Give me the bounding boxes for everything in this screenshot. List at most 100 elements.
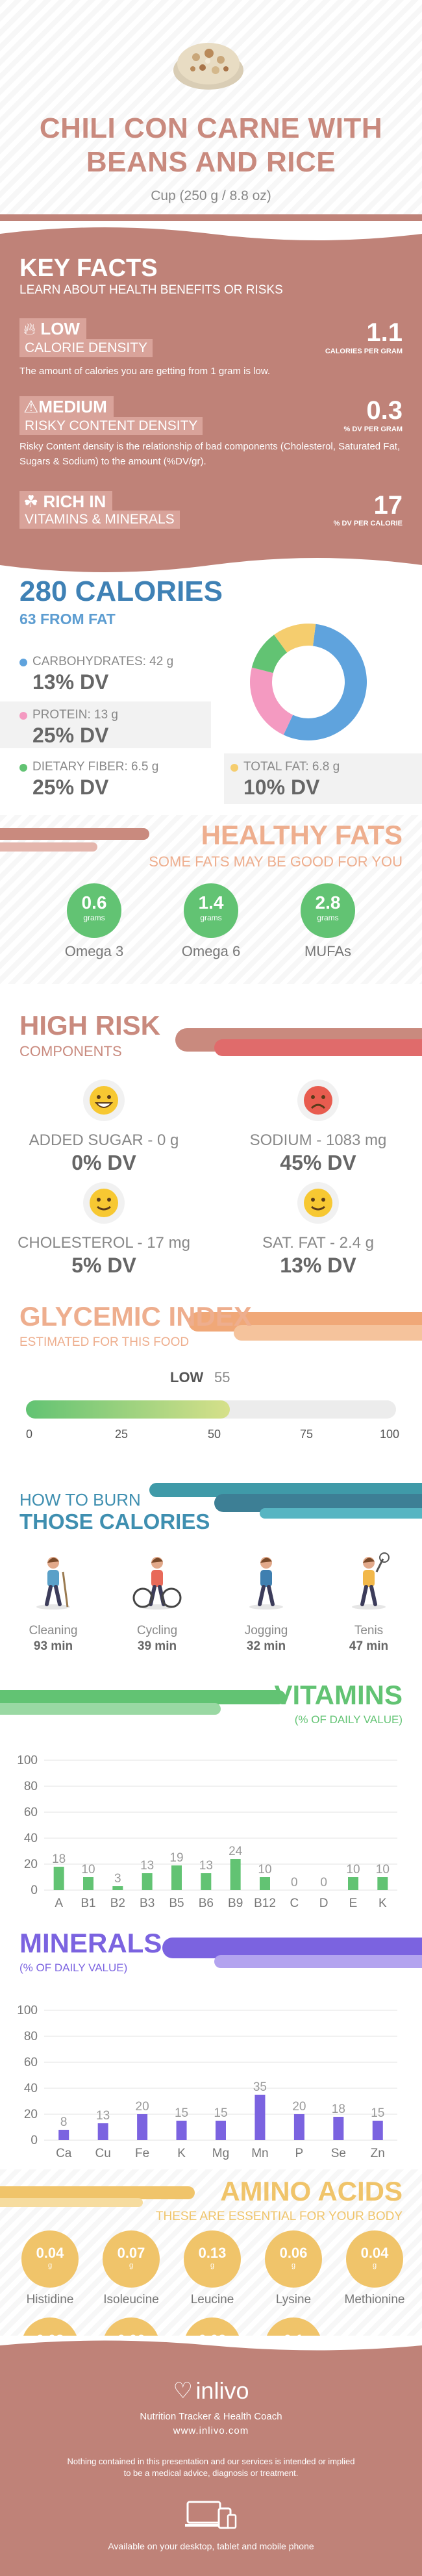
- activity-duration: 93 min: [33, 1639, 73, 1653]
- cycling-icon: [131, 1552, 183, 1611]
- risky-density-unit: % DV PER GRAM: [343, 425, 403, 433]
- mineral-value-label: 15: [371, 2106, 384, 2120]
- amino-subtitle: THESE ARE ESSENTIAL FOR YOUR BODY: [155, 2210, 403, 2223]
- mineral-value-label: 15: [214, 2106, 227, 2120]
- vitamin-ytick: 0: [31, 1884, 38, 1897]
- fat-name: Omega 3: [64, 943, 124, 959]
- mineral-category-label: Mg: [212, 2147, 229, 2160]
- calories-from-fat: 63 FROM FAT: [19, 611, 116, 627]
- vitamin-category-label: E: [349, 1897, 358, 1910]
- mineral-bar: [97, 2123, 108, 2140]
- protein-dot: [19, 711, 27, 720]
- amino-unit: g: [372, 2262, 377, 2269]
- vitamin-bar: [53, 1867, 64, 1890]
- mineral-value-label: 13: [96, 2109, 110, 2123]
- risk-dv: 13% DV: [280, 1254, 356, 1277]
- mineral-ytick: 100: [17, 2004, 38, 2017]
- fat-unit: grams: [200, 913, 222, 922]
- healthy-fats-title: HEALTHY FATS: [201, 820, 403, 850]
- vitamin-ytick: 80: [24, 1780, 38, 1793]
- donut-slice-protein: [250, 667, 293, 735]
- smiley-face-icon: [83, 1182, 125, 1224]
- amino-value: 0.07: [117, 2245, 145, 2261]
- footer-disclaimer-1: Nothing contained in this presentation a…: [67, 2456, 355, 2466]
- risk-label: SAT. FAT - 2.4 g: [262, 1234, 375, 1252]
- vitamin-category-label: B9: [228, 1897, 243, 1910]
- fat-dot: [230, 763, 238, 772]
- warning-icon: ⚠︎: [23, 397, 39, 416]
- food-image: [170, 38, 247, 91]
- mineral-category-label: Zn: [371, 2147, 385, 2160]
- mineral-category-label: K: [177, 2147, 186, 2160]
- mineral-value-label: 18: [332, 2102, 345, 2116]
- footer-available: Available on your desktop, tablet and mo…: [108, 2541, 314, 2551]
- activity-duration: 39 min: [137, 1639, 177, 1653]
- flame-icon: 🔥︎: [23, 319, 36, 338]
- amino-stripe-1: [0, 2186, 195, 2199]
- vitamin-value-label: 18: [52, 1852, 66, 1866]
- vitamin-category-label: B6: [199, 1897, 214, 1910]
- fat-name: Omega 6: [181, 943, 241, 959]
- amino-circle: 0.04 g: [346, 2230, 403, 2288]
- fat-circle-3: 2.8 grams: [301, 883, 355, 938]
- footer-url[interactable]: www.inlivo.com: [173, 2425, 249, 2436]
- activity-name: Cleaning: [29, 1624, 78, 1637]
- key-facts-subtitle: LEARN ABOUT HEALTH BENEFITS OR RISKS: [19, 283, 283, 297]
- leaf-icon: ☘︎: [23, 492, 39, 511]
- rich-in-label: VITAMINS & MINERALS: [19, 511, 180, 529]
- vitamin-category-label: D: [319, 1897, 329, 1910]
- vitamins-bar-chart: 02040608010018A10B13B213B319B513B624B910…: [17, 1754, 397, 1910]
- risky-density-label: RISKY CONTENT DENSITY: [19, 417, 203, 435]
- calorie-density-desc: The amount of calories you are getting f…: [19, 366, 271, 377]
- risk-label: ADDED SUGAR - 0 g: [29, 1131, 179, 1149]
- vitamin-bar: [112, 1886, 123, 1890]
- vitamin-value-label: 19: [169, 1851, 183, 1865]
- risk-label: CHOLESTEROL - 17 mg: [18, 1234, 190, 1252]
- fat-value: 1.4: [198, 892, 224, 913]
- rich-in-value: 17: [373, 491, 403, 520]
- burn-stripe-3: [260, 1508, 422, 1519]
- vitamin-bar: [83, 1877, 93, 1890]
- calorie-density-label: CALORIE DENSITY: [19, 339, 153, 357]
- mineral-ytick: 40: [24, 2082, 38, 2095]
- risky-density-value: 0.3: [366, 396, 403, 425]
- vitamin-value-label: 3: [114, 1872, 121, 1886]
- vitamin-value-label: 13: [140, 1859, 154, 1873]
- vitamin-ytick: 60: [24, 1806, 38, 1819]
- mineral-value-label: 20: [292, 2100, 306, 2114]
- healthy-fats-subtitle: SOME FATS MAY BE GOOD FOR YOU: [149, 853, 403, 870]
- footer: [0, 2338, 422, 2576]
- mineral-category-label: Ca: [56, 2147, 72, 2160]
- fat-unit: grams: [83, 913, 105, 922]
- cleaning-icon: [27, 1552, 79, 1611]
- vitamin-category-label: B12: [254, 1897, 276, 1910]
- mineral-ytick: 60: [24, 2056, 38, 2069]
- amino-name: Isoleucine: [103, 2293, 159, 2306]
- fats-stripe-1: [0, 828, 149, 840]
- burn-stripe-1: [149, 1483, 422, 1497]
- fat-name: MUFAs: [304, 943, 352, 959]
- vitamin-value-label: 10: [376, 1863, 390, 1876]
- amino-name: Lysine: [275, 2293, 312, 2306]
- macro-donut-chart: [250, 624, 367, 740]
- amino-circle: 0.13 g: [184, 2230, 241, 2288]
- amino-unit: g: [47, 2262, 53, 2269]
- mineral-value-label: 35: [253, 2080, 267, 2094]
- mineral-value-label: 15: [175, 2106, 188, 2120]
- vitamin-value-label: 13: [199, 1859, 213, 1873]
- rich-in-unit: % DV PER CALORIE: [333, 520, 403, 527]
- tennis-icon: [343, 1552, 395, 1611]
- high-risk-subtitle: COMPONENTS: [19, 1043, 122, 1059]
- fat-value: 0.6: [81, 892, 107, 913]
- footer-disclaimer-2: to be a medical advice, diagnosis or tre…: [123, 2468, 299, 2478]
- mineral-bar: [58, 2130, 69, 2140]
- gi-tick-label: 100: [379, 1428, 400, 1441]
- mineral-category-label: Se: [331, 2147, 346, 2160]
- glycemic-subtitle: ESTIMATED FOR THIS FOOD: [19, 1335, 190, 1349]
- vitamin-category-label: K: [379, 1897, 387, 1910]
- mineral-ytick: 80: [24, 2030, 38, 2043]
- calorie-density-unit: CALORIES PER GRAM: [325, 347, 403, 355]
- gi-tick-label: 50: [207, 1428, 221, 1441]
- gi-stripe-2: [234, 1325, 422, 1341]
